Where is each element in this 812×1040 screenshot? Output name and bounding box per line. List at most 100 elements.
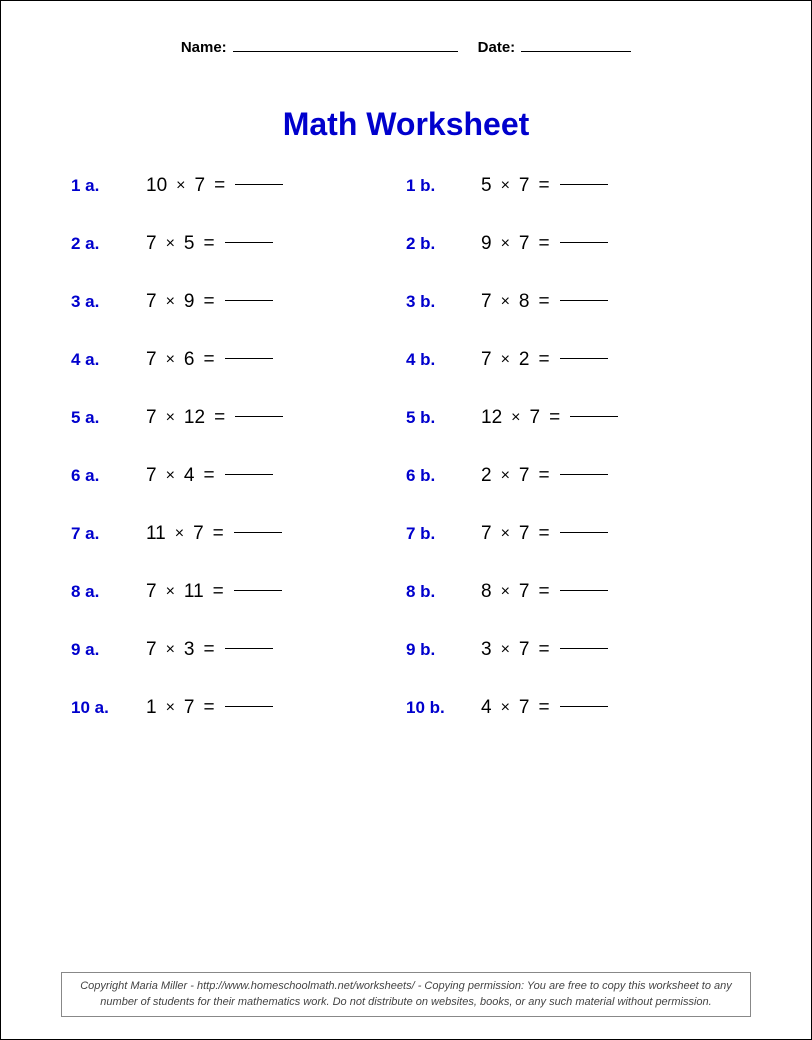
operand-right: 7 [519,581,530,603]
problem-label: 4 a. [71,350,143,370]
problem-row: 5 a.7×12=5 b.12×7= [71,407,741,429]
operand-right: 12 [184,407,205,429]
answer-blank[interactable] [225,358,273,359]
equals-sign: = [539,697,550,719]
equals-sign: = [539,523,550,545]
problem-expression: 7×12= [143,407,283,429]
equals-sign: = [204,233,215,255]
answer-blank[interactable] [235,416,283,417]
answer-blank[interactable] [560,184,608,185]
answer-blank[interactable] [225,242,273,243]
answer-blank[interactable] [560,648,608,649]
operand-left: 11 [146,523,166,545]
problem-cell: 9 a.7×3= [71,639,406,661]
answer-blank[interactable] [560,474,608,475]
problem-expression: 7×7= [478,523,608,545]
copyright-footer: Copyright Maria Miller - http://www.home… [61,972,751,1017]
operand-left: 7 [146,581,157,603]
answer-blank[interactable] [570,416,618,417]
operand-right: 7 [193,523,204,545]
operand-right: 7 [519,465,530,487]
problem-cell: 4 b.7×2= [406,349,741,371]
equals-sign: = [204,639,215,661]
operand-left: 7 [146,291,157,313]
multiply-icon: × [501,177,510,195]
name-input-line[interactable] [233,51,458,52]
problem-expression: 10×7= [143,175,283,197]
multiply-icon: × [501,525,510,543]
operand-right: 3 [184,639,195,661]
multiply-icon: × [166,235,175,253]
multiply-icon: × [501,699,510,717]
answer-blank[interactable] [225,474,273,475]
problem-cell: 7 a.11 × 7 = [71,523,406,545]
operand-left: 7 [146,233,157,255]
name-label: Name: [181,39,227,56]
answer-blank[interactable] [560,706,608,707]
multiply-icon: × [175,525,184,543]
operand-right: 7 [519,175,530,197]
answer-blank[interactable] [225,648,273,649]
multiply-icon: × [166,641,175,659]
equals-sign: = [214,407,225,429]
equals-sign: = [539,581,550,603]
answer-blank[interactable] [225,706,273,707]
operand-right: 9 [184,291,195,313]
problem-label: 2 b. [406,234,478,254]
equals-sign: = [213,581,224,603]
answer-blank[interactable] [234,532,282,533]
problem-cell: 10 a.1×7= [71,697,406,719]
answer-blank[interactable] [560,300,608,301]
multiply-icon: × [166,699,175,717]
answer-blank[interactable] [560,590,608,591]
multiply-icon: × [501,641,510,659]
problem-row: 6 a.7×4=6 b.2×7= [71,465,741,487]
name-field: Name: [181,39,458,56]
problem-expression: 7 × 5 = [143,233,273,255]
problem-expression: 4×7= [478,697,608,719]
problem-cell: 3 b.7×8= [406,291,741,313]
equals-sign: = [204,465,215,487]
equals-sign: = [214,175,225,197]
problem-cell: 4 a.7×6= [71,349,406,371]
multiply-icon: × [501,293,510,311]
multiply-icon: × [501,235,510,253]
equals-sign: = [539,233,550,255]
problem-expression: 1×7= [143,697,273,719]
operand-right: 5 [184,233,195,255]
problem-expression: 8×7= [478,581,608,603]
problem-row: 10 a.1×7=10 b.4×7= [71,697,741,719]
problem-label: 1 b. [406,176,478,196]
operand-right: 7 [519,233,530,255]
problem-label: 9 a. [71,640,143,660]
operand-left: 12 [481,407,502,429]
answer-blank[interactable] [560,358,608,359]
problem-expression: 2×7= [478,465,608,487]
answer-blank[interactable] [235,184,283,185]
equals-sign: = [539,175,550,197]
multiply-icon: × [166,351,175,369]
problem-label: 5 a. [71,408,143,428]
operand-left: 5 [481,175,492,197]
problems-container: 1 a.10×7=1 b.5×7=2 a.7×5=2 b.9×7=3 a.7×9… [1,175,811,719]
problem-label: 7 a. [71,524,143,544]
problem-cell: 10 b.4×7= [406,697,741,719]
operand-left: 2 [481,465,492,487]
answer-blank[interactable] [225,300,273,301]
answer-blank[interactable] [560,532,608,533]
multiply-icon: × [176,177,185,195]
operand-left: 4 [481,697,492,719]
operand-right: 11 [184,581,204,603]
problem-label: 10 a. [71,698,143,718]
equals-sign: = [213,523,224,545]
problem-cell: 2 a.7×5= [71,233,406,255]
header-row: Name: Date: [1,1,811,56]
problem-expression: 7×11= [143,581,282,603]
operand-left: 9 [481,233,492,255]
date-input-line[interactable] [521,51,631,52]
equals-sign: = [539,349,550,371]
problem-row: 3 a.7×9=3 b.7×8= [71,291,741,313]
multiply-icon: × [166,467,175,485]
answer-blank[interactable] [560,242,608,243]
answer-blank[interactable] [234,590,282,591]
